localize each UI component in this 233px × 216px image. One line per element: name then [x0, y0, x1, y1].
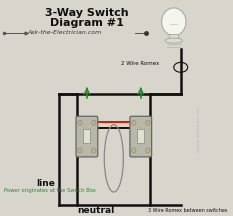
- Bar: [137, 129, 144, 143]
- Text: ask-the-electrician.com: ask-the-electrician.com: [197, 106, 201, 152]
- Text: 2 Wire Romex: 2 Wire Romex: [121, 61, 159, 66]
- Text: 3-Way Switch: 3-Way Switch: [45, 8, 129, 18]
- Circle shape: [146, 148, 150, 153]
- Text: Power originates at the Switch Box: Power originates at the Switch Box: [4, 187, 96, 192]
- Circle shape: [146, 120, 150, 125]
- Circle shape: [132, 148, 136, 153]
- Circle shape: [78, 120, 82, 125]
- FancyBboxPatch shape: [130, 116, 152, 157]
- Text: neutral: neutral: [77, 206, 114, 215]
- Bar: [83, 129, 90, 143]
- Bar: [169, 34, 178, 39]
- Text: Diagram #1: Diagram #1: [50, 18, 124, 28]
- Text: 3 Wire Romex between switches: 3 Wire Romex between switches: [148, 208, 227, 213]
- Circle shape: [162, 8, 186, 36]
- Circle shape: [78, 148, 82, 153]
- Text: Ask-the-Electrician.com: Ask-the-Electrician.com: [28, 30, 102, 35]
- Circle shape: [92, 120, 96, 125]
- Circle shape: [132, 120, 136, 125]
- Text: line: line: [36, 179, 55, 188]
- Circle shape: [92, 148, 96, 153]
- FancyBboxPatch shape: [76, 116, 98, 157]
- Ellipse shape: [165, 38, 182, 43]
